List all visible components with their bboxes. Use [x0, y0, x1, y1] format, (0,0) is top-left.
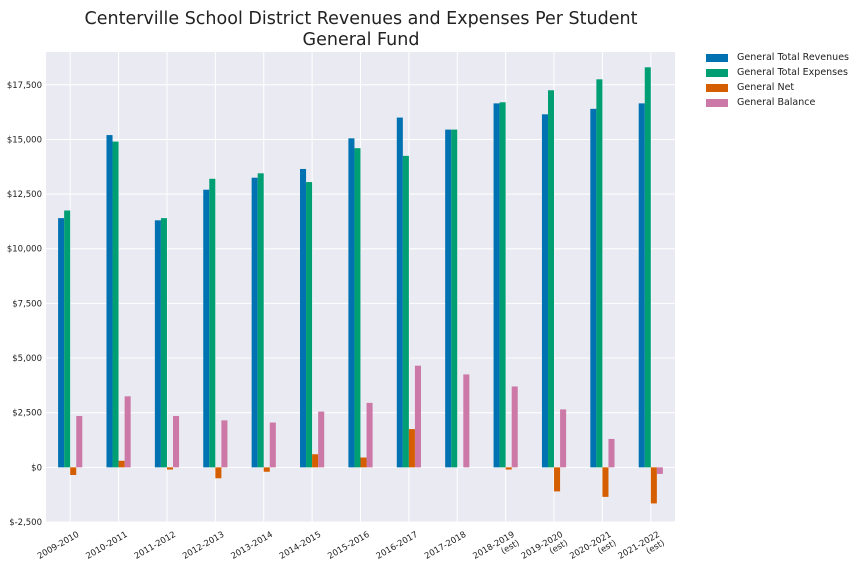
- bar: [463, 374, 470, 468]
- legend-item: General Total Expenses: [706, 65, 849, 80]
- x-tick-label: 2012-2013: [181, 530, 226, 562]
- bar: [215, 467, 222, 479]
- bar: [348, 138, 355, 468]
- bar: [257, 173, 264, 468]
- legend-swatch: [706, 53, 728, 62]
- bar: [118, 460, 125, 468]
- x-tick-label: 2018-2019(est): [471, 530, 521, 570]
- bar: [70, 467, 77, 475]
- bar: [596, 79, 603, 468]
- bar: [306, 182, 313, 468]
- bar: [396, 117, 403, 468]
- bar: [312, 454, 319, 468]
- x-tick-label: 2009-2010: [36, 530, 81, 562]
- bar: [560, 409, 567, 468]
- bar: [650, 467, 657, 504]
- y-tick-label: $12,500: [7, 190, 42, 200]
- bar: [76, 415, 83, 468]
- bar: [644, 67, 651, 468]
- legend-label: General Total Revenues: [737, 52, 849, 63]
- bar: [173, 415, 180, 468]
- y-tick-label: $10,000: [7, 245, 42, 255]
- y-tick-label: $15,000: [7, 135, 42, 145]
- legend-item: General Balance: [706, 95, 849, 110]
- y-tick-label: $7,500: [12, 299, 42, 309]
- bar: [263, 467, 270, 472]
- bar: [451, 129, 458, 468]
- legend-item: General Net: [706, 80, 849, 95]
- x-tick-label: 2021-2022(est): [617, 530, 667, 570]
- bar: [493, 103, 500, 468]
- bar: [166, 467, 174, 470]
- legend: General Total Revenues General Total Expe…: [706, 50, 849, 110]
- bar: [511, 386, 518, 468]
- bar: [360, 457, 367, 468]
- legend-item: General Total Revenues: [706, 50, 849, 65]
- legend-label: General Balance: [737, 97, 816, 108]
- y-tick-label: $17,500: [7, 81, 42, 91]
- bar: [269, 422, 276, 468]
- chart-title-line1: Centerville School District Revenues and…: [84, 9, 638, 29]
- legend-swatch: [706, 68, 728, 77]
- bar: [209, 178, 216, 468]
- bar: [106, 135, 113, 468]
- chart-title-line2: General Fund: [302, 30, 420, 50]
- legend-swatch: [706, 98, 728, 107]
- bar: [366, 402, 373, 468]
- x-tick-label: 2016-2017: [375, 530, 420, 562]
- bar: [318, 411, 325, 468]
- bar: [408, 429, 415, 468]
- bar: [58, 218, 65, 468]
- bar: [203, 189, 210, 468]
- bar: [160, 218, 167, 468]
- bar: [64, 210, 71, 468]
- bar: [505, 467, 512, 470]
- bar: [499, 102, 506, 468]
- x-tick-label: 2017-2018: [423, 530, 468, 562]
- bar: [638, 103, 645, 468]
- bar: [445, 129, 452, 468]
- bar: [354, 148, 361, 468]
- bar: [547, 90, 555, 468]
- legend-swatch: [706, 83, 728, 92]
- legend-label: General Net: [737, 82, 795, 93]
- bar: [402, 155, 409, 468]
- x-tick-label: 2010-2011: [84, 530, 129, 562]
- x-tick-label: 2014-2015: [278, 530, 323, 562]
- y-tick-label: $-2,500: [9, 518, 42, 528]
- x-tick-label: 2013-2014: [229, 530, 274, 562]
- bar: [602, 467, 609, 497]
- bar: [590, 108, 597, 468]
- x-tick-label: 2020-2021(est): [568, 530, 618, 570]
- bar: [554, 467, 561, 492]
- x-tick-label: 2015-2016: [326, 530, 371, 562]
- bar: [608, 438, 615, 468]
- bar: [112, 141, 119, 468]
- y-tick-label: $0: [31, 463, 42, 473]
- bar: [221, 420, 228, 468]
- bar: [300, 168, 307, 468]
- y-tick-label: $5,000: [12, 354, 42, 364]
- bar: [656, 467, 663, 474]
- bar: [154, 220, 161, 468]
- bar: [251, 177, 258, 468]
- bar: [414, 365, 421, 468]
- x-tick-label: 2011-2012: [133, 530, 178, 562]
- x-tick-label: 2019-2020(est): [520, 530, 570, 570]
- bar: [124, 396, 131, 468]
- legend-label: General Total Expenses: [737, 67, 848, 78]
- y-tick-label: $2,500: [12, 409, 42, 419]
- bar: [541, 114, 548, 468]
